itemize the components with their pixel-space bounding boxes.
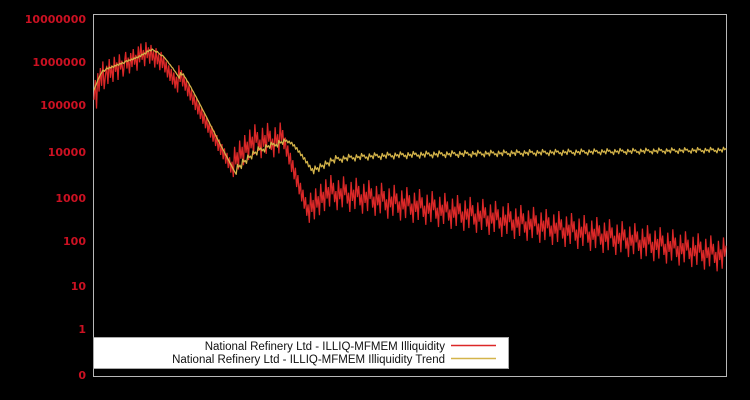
y-axis-tick-label: 1000000 bbox=[32, 56, 86, 69]
series-illiquidity-line bbox=[93, 42, 727, 272]
chart-legend: National Refinery Ltd - ILLIQ-MFMEM Illi… bbox=[93, 337, 509, 369]
y-axis-tick-label: 1 bbox=[78, 323, 86, 336]
data-series-group bbox=[93, 42, 727, 272]
legend-item-label: National Refinery Ltd - ILLIQ-MFMEM Illi… bbox=[172, 354, 445, 366]
y-axis-tick-label: 100 bbox=[63, 235, 86, 248]
y-axis-tick-label: 10 bbox=[71, 280, 87, 293]
legend-background bbox=[93, 337, 509, 369]
y-axis-tick-label: 10000000 bbox=[25, 13, 87, 26]
plot-area-border bbox=[93, 14, 727, 377]
y-axis-tick-label: 10000 bbox=[48, 146, 87, 159]
y-axis-tick-label: 1000 bbox=[55, 192, 86, 205]
series-illiquidity-trend-line bbox=[93, 48, 727, 176]
legend-item-label: National Refinery Ltd - ILLIQ-MFMEM Illi… bbox=[205, 341, 446, 353]
y-axis-tick-label: 100000 bbox=[40, 99, 86, 112]
y-axis-tick-label: 0 bbox=[78, 369, 86, 382]
